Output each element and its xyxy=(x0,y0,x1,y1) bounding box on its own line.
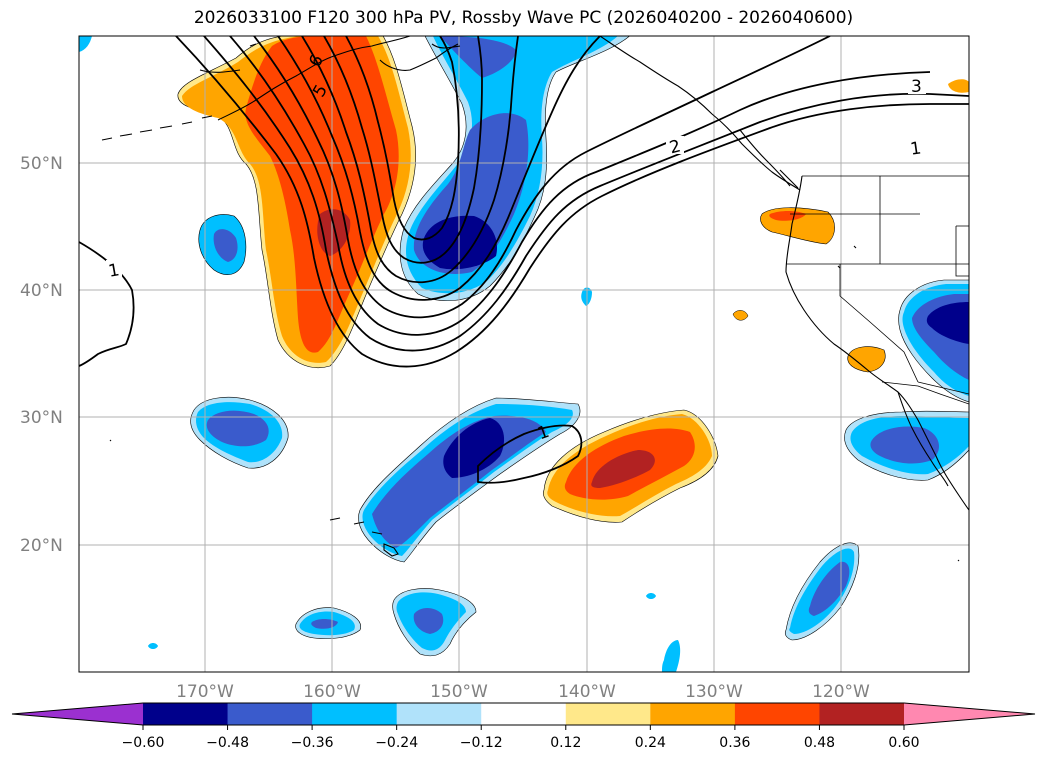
lat-label-50n: 50°N xyxy=(20,154,63,174)
negative-anomaly-south-patches xyxy=(79,36,681,672)
contour-line xyxy=(323,36,483,264)
positive-anomaly-main-trough xyxy=(177,36,416,368)
colorbar-swatch xyxy=(143,703,229,725)
latitude-labels: 50°N 40°N 30°N 20°N xyxy=(20,154,63,556)
colorbar-tick-label: −0.60 xyxy=(122,735,165,751)
colorbar-tick-label: 0.60 xyxy=(888,735,919,751)
contour-line xyxy=(301,36,519,284)
negative-anomaly-royal xyxy=(213,229,238,262)
contour-label-1-east: 1 xyxy=(909,138,923,159)
contour-label-bg-1b xyxy=(106,260,122,278)
lon-label-130w: 130°W xyxy=(685,682,743,702)
hawaii-islands xyxy=(329,517,399,557)
lat-label-20n: 20°N xyxy=(20,536,63,556)
contour-line xyxy=(253,36,831,319)
colorbar-extend-max xyxy=(904,703,1035,725)
contour-label-bg-1a xyxy=(906,138,924,156)
bc-coast xyxy=(739,129,799,189)
contour-line xyxy=(477,424,583,484)
lon-label-120w: 120°W xyxy=(812,682,870,702)
lon-label-140w: 140°W xyxy=(558,682,616,702)
colorbar-swatch xyxy=(227,703,313,725)
colorbar-tick-label: 0.48 xyxy=(804,735,835,751)
us-west-coast xyxy=(785,175,969,511)
colorbar-tick-label: −0.12 xyxy=(460,735,503,751)
state-border-east xyxy=(955,225,969,277)
graticule xyxy=(79,36,969,672)
negative-anomaly-southeast-patch xyxy=(784,542,860,641)
positive-anomaly-pacific-nw-inner xyxy=(769,211,806,221)
positive-anomaly-corner xyxy=(948,79,969,93)
positive-anomaly-red-orange xyxy=(245,36,399,353)
colorbar: −0.60 −0.48 −0.36 −0.24 −0.12 0.12 0.24 0.36 0.4… xyxy=(11,702,1036,751)
colorbar-swatch xyxy=(565,703,651,725)
negative-anomaly-sky xyxy=(662,640,681,672)
colorbar-tick-label: 0.12 xyxy=(550,735,581,751)
colorbar-swatch xyxy=(312,703,398,725)
longitude-labels: 170°W 160°W 150°W 140°W 130°W 120°W xyxy=(176,682,870,702)
lon-label-170w: 170°W xyxy=(176,682,234,702)
colorbar-swatch xyxy=(734,703,820,725)
map-title: 2026033100 F120 300 hPa PV, Rossby Wave … xyxy=(193,8,854,28)
contour-line xyxy=(175,36,969,368)
colorbar-tick-label: −0.48 xyxy=(206,735,249,751)
negative-anomaly-sky xyxy=(79,36,92,52)
negative-anomaly-sky xyxy=(148,643,158,649)
state-border-ca-nv xyxy=(839,264,919,383)
colorbar-tick-label: 0.24 xyxy=(635,735,666,751)
contour-line xyxy=(229,36,931,336)
contour-line xyxy=(203,36,969,352)
negative-anomaly-navy xyxy=(443,418,505,478)
contour-label-bg-3 xyxy=(908,76,926,94)
political-borders xyxy=(786,175,969,405)
state-border-az xyxy=(917,381,969,395)
us-mexico-border xyxy=(881,381,969,405)
negative-anomaly-royal xyxy=(413,608,444,634)
baja-peninsula xyxy=(897,391,949,487)
colorbar-tick-label: 0.36 xyxy=(719,735,750,751)
alaska-panhandle xyxy=(599,36,801,191)
negative-anomaly-royal xyxy=(206,410,269,447)
map-plot-area: 6 5 3 2 1 1 1 xyxy=(79,36,969,672)
contour-line xyxy=(345,36,460,241)
colorbar-extend-min xyxy=(12,703,143,725)
negative-anomaly-royal xyxy=(870,426,939,464)
colorbar-swatch xyxy=(650,703,736,725)
negative-anomaly-dateline-patch xyxy=(198,214,247,275)
lon-label-160w: 160°W xyxy=(303,682,361,702)
positive-anomaly-california xyxy=(847,346,886,373)
negative-anomaly-royal xyxy=(311,619,338,629)
coastlines xyxy=(101,36,969,562)
map-frame xyxy=(78,35,970,673)
negative-anomaly-navy xyxy=(926,302,969,344)
lon-label-150w: 150°W xyxy=(430,682,488,702)
positive-anomaly-speck xyxy=(732,310,749,321)
colorbar-swatch xyxy=(819,703,905,725)
lat-label-30n: 30°N xyxy=(20,408,63,428)
colorbar-tick-label: −0.24 xyxy=(375,735,418,751)
colorbar-swatch xyxy=(396,703,482,725)
contour-line xyxy=(277,36,601,301)
lat-label-40n: 40°N xyxy=(20,281,63,301)
rossby-wave-contours xyxy=(79,36,969,484)
positive-anomaly-small-patches xyxy=(732,79,969,373)
contour-label-1-west: 1 xyxy=(107,260,121,282)
colorbar-swatch xyxy=(481,703,567,725)
contour-label-bg-2 xyxy=(666,136,684,154)
contour-label-3: 3 xyxy=(911,77,922,97)
positive-anomaly-firebrick xyxy=(591,450,655,488)
small-islands xyxy=(109,245,960,562)
aleutian-islands xyxy=(101,43,257,141)
negative-anomaly-east-pacific xyxy=(844,279,969,481)
negative-anomaly-sky xyxy=(646,593,656,599)
negative-anomaly-royal xyxy=(808,561,850,616)
colorbar-tick-label: −0.36 xyxy=(291,735,334,751)
contour-label-2: 2 xyxy=(668,136,683,158)
alaska-coast xyxy=(199,36,461,121)
